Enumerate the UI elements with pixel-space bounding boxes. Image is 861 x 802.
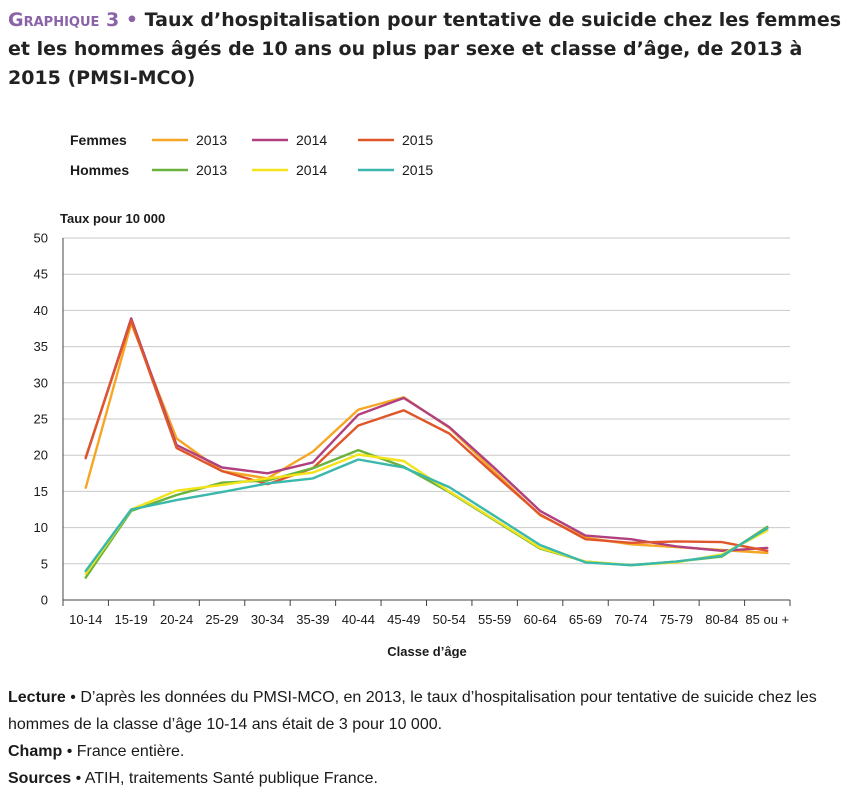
graph-number: Graphique 3 — [8, 9, 120, 31]
note-champ: Champ • France entière. — [8, 738, 853, 765]
x-tick-label: 10-14 — [69, 612, 102, 627]
x-tick-label: 75-79 — [660, 612, 693, 627]
y-tick-label: 0 — [41, 593, 48, 608]
legend-item-label: 2013 — [196, 132, 227, 148]
x-tick-label: 15-19 — [115, 612, 148, 627]
x-tick-label: 45-49 — [387, 612, 420, 627]
legend-item-label: 2014 — [296, 132, 327, 148]
y-tick-label: 25 — [34, 412, 48, 427]
y-tick-label: 15 — [34, 484, 48, 499]
champ-label: Champ — [8, 743, 63, 760]
x-axis-label: Classe d’âge — [387, 644, 467, 658]
y-axis-label: Taux pour 10 000 — [60, 211, 165, 226]
lecture-text: D’après les données du PMSI-MCO, en 2013… — [8, 689, 817, 733]
sources-bullet: • — [75, 770, 82, 787]
x-tick-label: 85 ou + — [745, 612, 789, 627]
series-line-hommes-2013 — [84, 448, 769, 579]
chart-title: Graphique 3 • Taux d’hospitalisation pou… — [8, 6, 853, 93]
x-tick-label: 50-54 — [433, 612, 466, 627]
chart-legend: Femmes 2013 2014 2015 Hommes 2013 2014 2015 — [70, 132, 433, 178]
series-line-hommes-2015 — [84, 458, 769, 573]
y-tick-label: 45 — [34, 267, 48, 282]
x-tick-label: 40-44 — [342, 612, 375, 627]
y-tick-label: 30 — [34, 375, 48, 390]
champ-bullet: • — [66, 743, 73, 760]
x-tick-label: 70-74 — [614, 612, 647, 627]
y-axis-ticks: 0 5 10 15 20 25 30 35 40 45 50 — [34, 231, 48, 608]
note-sources: Sources • ATIH, traitements Santé publiq… — [8, 765, 853, 792]
legend-item-label: 2015 — [402, 162, 433, 178]
series-line-femmes-2015 — [84, 319, 769, 552]
x-tick-label: 65-69 — [569, 612, 602, 627]
x-tick-label: 30-34 — [251, 612, 284, 627]
x-tick-label: 80-84 — [705, 612, 738, 627]
series-line-femmes-2014 — [84, 317, 769, 552]
y-tick-label: 40 — [34, 303, 48, 318]
legend-group-label: Hommes — [70, 162, 129, 178]
x-tick-label: 60-64 — [523, 612, 556, 627]
title-text: Taux d’hospitalisation pour tentative de… — [8, 9, 842, 89]
legend-item-label: 2014 — [296, 162, 327, 178]
champ-text: France entière. — [76, 743, 185, 760]
y-tick-label: 50 — [34, 231, 48, 246]
y-tick-label: 20 — [34, 448, 48, 463]
legend-group-label: Femmes — [70, 132, 127, 148]
x-tick-label: 25-29 — [205, 612, 238, 627]
sources-text: ATIH, traitements Santé publique France. — [84, 770, 378, 787]
sources-label: Sources — [8, 770, 72, 787]
gridlines — [63, 237, 790, 565]
x-axis: 10-14 15-19 20-24 25-29 30-34 35-39 40-44 45-49… — [62, 238, 791, 627]
series-line-femmes-2013 — [84, 322, 769, 555]
chart-notes: Lecture • D’après les données du PMSI-MC… — [8, 684, 853, 792]
note-lecture: Lecture • D’après les données du PMSI-MC… — [8, 684, 853, 738]
series-lines — [84, 317, 769, 579]
x-tick-label: 55-59 — [478, 612, 511, 627]
y-tick-label: 5 — [41, 556, 48, 571]
series-line-hommes-2014 — [84, 453, 769, 576]
legend-item-label: 2013 — [196, 162, 227, 178]
y-tick-label: 10 — [34, 520, 48, 535]
title-bullet: • — [125, 9, 139, 31]
x-tick-label: 35-39 — [296, 612, 329, 627]
lecture-bullet: • — [70, 689, 76, 706]
lecture-label: Lecture — [8, 689, 66, 706]
legend-item-label: 2015 — [402, 132, 433, 148]
x-tick-label: 20-24 — [160, 612, 193, 627]
y-tick-label: 35 — [34, 339, 48, 354]
